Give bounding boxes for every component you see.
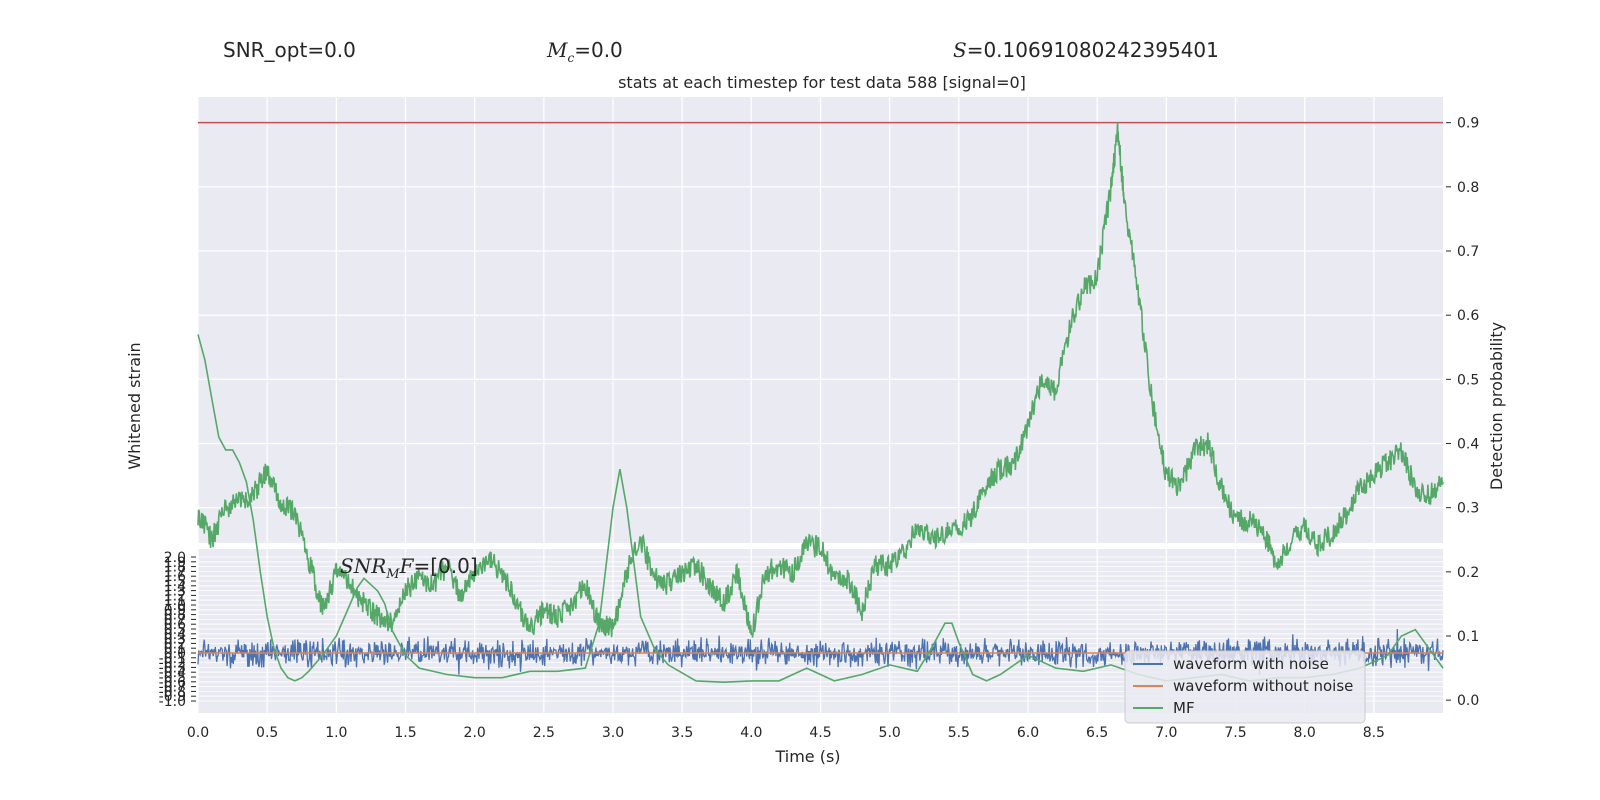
left-tick-label: 1.2 bbox=[164, 588, 186, 604]
left-tick-label: -0.8 bbox=[159, 684, 186, 700]
right-tick-label: 0.8 bbox=[1457, 180, 1479, 196]
x-tick-label: 8.5 bbox=[1363, 725, 1385, 741]
chart-title: stats at each timestep for test data 588… bbox=[618, 73, 1026, 92]
left-tick-label: 1.1 bbox=[164, 593, 186, 609]
left-tick-label: -0.5 bbox=[159, 670, 186, 686]
x-tick-label: 3.0 bbox=[602, 725, 624, 741]
statistic-value: =0.10691080242395401 bbox=[966, 38, 1219, 62]
right-tick-label: 0.2 bbox=[1457, 565, 1479, 581]
x-tick-label: 4.0 bbox=[740, 725, 762, 741]
left-tick-label: 1.6 bbox=[164, 569, 186, 585]
left-tick-label: -0.9 bbox=[159, 689, 186, 705]
right-tick-label: 0.0 bbox=[1457, 693, 1479, 709]
right-tick-label: 0.6 bbox=[1457, 308, 1479, 324]
left-tick-label: 1.0 bbox=[164, 598, 186, 614]
left-tick-label: -0.1 bbox=[159, 651, 186, 667]
x-axis-label: Time (s) bbox=[774, 747, 840, 766]
left-tick-label: -0.2 bbox=[159, 656, 186, 672]
left-tick-label: 2.0 bbox=[164, 550, 186, 566]
x-tick-label: 2.0 bbox=[464, 725, 486, 741]
chirp-mass-label: Mc=0.0 bbox=[547, 38, 623, 65]
left-tick-label: -1.0 bbox=[159, 694, 186, 710]
x-tick-label: 0.0 bbox=[187, 725, 209, 741]
left-tick-label: 1.8 bbox=[164, 560, 186, 576]
left-tick-label: -0.3 bbox=[159, 660, 186, 676]
left-tick-label: 0.1 bbox=[164, 641, 186, 657]
y-axis-label-left: Whitened strain bbox=[125, 342, 144, 469]
left-tick-label: 1.4 bbox=[164, 579, 186, 595]
left-tick-label: 0.8 bbox=[164, 608, 186, 624]
snr-opt-label: SNR_opt=0.0 bbox=[223, 38, 356, 62]
x-tick-label: 7.0 bbox=[1155, 725, 1177, 741]
right-tick-label: 0.1 bbox=[1457, 629, 1479, 645]
x-tick-label: 7.5 bbox=[1224, 725, 1246, 741]
axis-ticks: 0.0 0.5 1.0 1.5 2.0 2.5 3.0 3.5 4.0 4.5 5.0 5.5 6.0 6… bbox=[159, 116, 1480, 741]
left-tick-label: 0.7 bbox=[164, 612, 186, 628]
right-tick-label: 0.9 bbox=[1457, 116, 1479, 132]
snr-mf-value: =[0.0] bbox=[413, 554, 477, 578]
left-tick-label: 0.3 bbox=[164, 632, 186, 648]
x-tick-label: 2.5 bbox=[533, 725, 555, 741]
x-tick-label: 6.5 bbox=[1086, 725, 1108, 741]
left-tick-label: -0.4 bbox=[159, 665, 186, 681]
x-tick-label: 1.0 bbox=[325, 725, 347, 741]
legend-label-noise: waveform with noise bbox=[1173, 655, 1329, 673]
x-tick-label: 3.5 bbox=[671, 725, 693, 741]
left-tick-label: -0.6 bbox=[159, 675, 186, 691]
x-tick-label: 5.0 bbox=[879, 725, 901, 741]
left-tick-label: -0.7 bbox=[159, 680, 186, 696]
x-tick-label: 8.0 bbox=[1294, 725, 1316, 741]
legend-label-mf: MF bbox=[1173, 699, 1195, 717]
legend-box bbox=[1124, 650, 1366, 724]
x-tick-label: 1.5 bbox=[394, 725, 416, 741]
chirp-mass-value: =0.0 bbox=[574, 38, 623, 62]
right-tick-label: 0.7 bbox=[1457, 244, 1479, 260]
left-tick-label: 0.2 bbox=[164, 636, 186, 652]
legend-label-clean: waveform without noise bbox=[1173, 677, 1353, 695]
x-tick-label: 0.5 bbox=[256, 725, 278, 741]
left-tick-label: 0.0 bbox=[164, 646, 186, 662]
right-tick-label: 0.4 bbox=[1457, 437, 1479, 453]
left-tick-label: 1.5 bbox=[164, 574, 186, 590]
x-tick-label: 4.5 bbox=[809, 725, 831, 741]
detection-probability-path bbox=[197, 121, 1444, 638]
right-tick-label: 0.5 bbox=[1457, 372, 1479, 388]
legend: waveform with noise waveform without noi… bbox=[1124, 650, 1366, 724]
x-tick-label: 6.0 bbox=[1017, 725, 1039, 741]
left-tick-label: 1.9 bbox=[164, 555, 186, 571]
left-tick-label: 0.5 bbox=[164, 622, 186, 638]
left-tick-label: 1.3 bbox=[164, 584, 186, 600]
y-axis-label-right: Detection probability bbox=[1487, 322, 1506, 490]
statistic-label: S=0.10691080242395401 bbox=[953, 38, 1219, 62]
left-tick-label: 1.7 bbox=[164, 564, 186, 580]
x-tick-label: 5.5 bbox=[948, 725, 970, 741]
left-tick-label: 0.4 bbox=[164, 627, 186, 643]
left-tick-label: 0.9 bbox=[164, 603, 186, 619]
snr-mf-annotation: SNRMF=[0.0] bbox=[340, 554, 478, 582]
right-tick-label: 0.3 bbox=[1457, 501, 1479, 517]
left-tick-label: 0.6 bbox=[164, 617, 186, 633]
